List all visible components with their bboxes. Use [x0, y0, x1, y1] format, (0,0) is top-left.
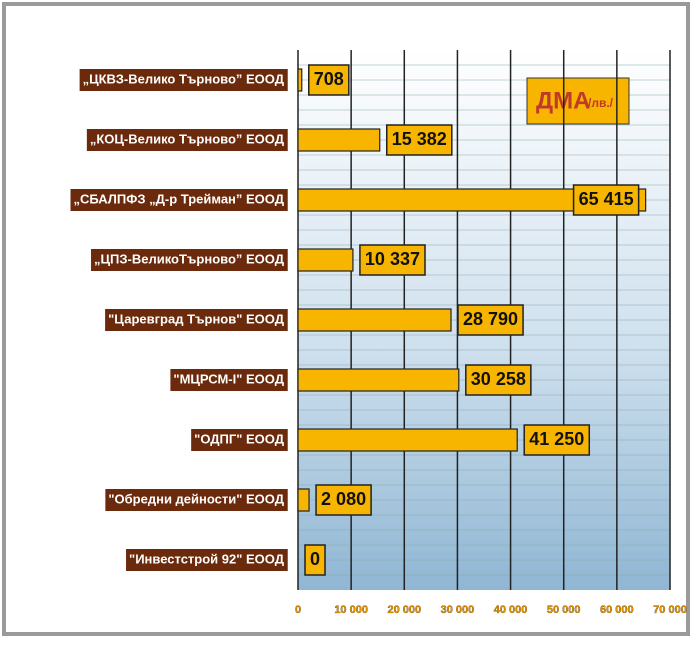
category-label: "МЦРСМ-I" ЕООД [173, 371, 284, 386]
value-box [523, 424, 591, 456]
x-tick-label: 10 000 [334, 604, 368, 616]
bar [297, 488, 310, 512]
value-label: 30 258 [471, 369, 526, 389]
category-box [105, 309, 288, 331]
bar [297, 128, 381, 152]
value-box [308, 64, 350, 96]
value-box [385, 124, 453, 156]
category-box [79, 69, 288, 91]
bar [297, 308, 452, 332]
category-label: "ОДПГ" ЕООД [194, 431, 285, 446]
value-label: 0 [310, 549, 320, 569]
category-box [191, 429, 288, 451]
value-box [304, 544, 326, 576]
x-tick-label: 0 [295, 604, 301, 616]
x-tick-label: 70 000 [653, 604, 687, 616]
value-box [465, 364, 532, 396]
value-label: 41 250 [529, 429, 584, 449]
category-label: „ЦПЗ-ВеликоТърново” ЕООД [94, 251, 285, 266]
x-tick-label: 20 000 [387, 604, 421, 616]
category-box [105, 489, 288, 511]
value-label: 15 382 [392, 129, 447, 149]
value-box [457, 304, 524, 336]
value-label: 2 080 [321, 489, 366, 509]
category-label: "Обредни дейности" ЕООД [108, 491, 284, 506]
category-box [170, 369, 288, 391]
category-label: „ЦКВЗ-Велико Търново” ЕООД [83, 71, 285, 86]
category-label: "Царевград Търнов" ЕООД [108, 311, 285, 326]
value-box [359, 244, 426, 276]
bar [297, 428, 518, 452]
category-label: „КОЦ-Велико Търново” ЕООД [90, 131, 285, 146]
category-box [126, 549, 288, 571]
x-tick-label: 30 000 [441, 604, 475, 616]
value-label: 28 790 [463, 309, 518, 329]
bar [297, 68, 303, 92]
x-tick-label: 40 000 [494, 604, 528, 616]
category-label: "Инвестстрой 92" ЕООД [129, 551, 285, 566]
value-label: 10 337 [365, 249, 420, 269]
category-box [70, 189, 288, 211]
bar [297, 248, 354, 272]
category-label: „СБАЛПФЗ „Д-р Трейман” ЕООД [74, 191, 285, 206]
title-box [526, 77, 630, 125]
category-box [86, 129, 288, 151]
category-box [91, 249, 288, 271]
value-label: 65 415 [579, 189, 634, 209]
value-box [315, 484, 372, 516]
x-tick-label: 50 000 [547, 604, 581, 616]
unit-label: /лв./ [588, 96, 614, 110]
value-label: 708 [314, 69, 344, 89]
bar [297, 368, 460, 392]
bar [297, 188, 647, 212]
value-box [572, 184, 640, 216]
x-tick-label: 60 000 [600, 604, 634, 616]
